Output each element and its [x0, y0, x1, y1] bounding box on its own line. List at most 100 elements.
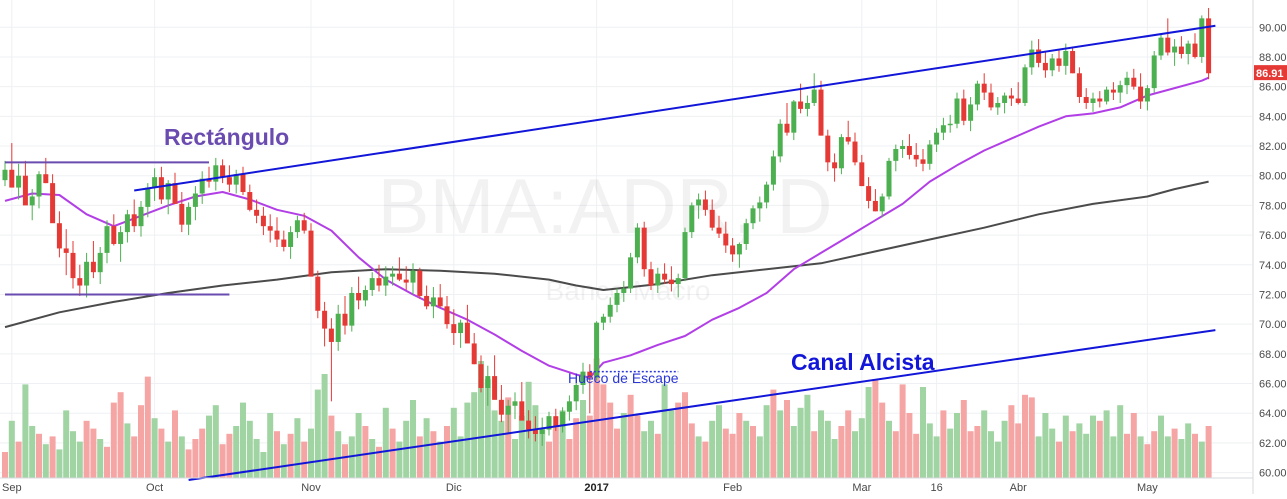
volume-bar: [736, 413, 743, 478]
time-tick-label: Mar: [852, 482, 871, 494]
volume-bar: [219, 444, 226, 478]
candle-body: [63, 248, 69, 253]
volume-bar: [274, 431, 280, 478]
candle: [505, 399, 511, 433]
price-axis[interactable]: 60.00 62.00 64.00 66.00 68.00 70.00 72.00 74.00…: [1252, 0, 1287, 494]
candle: [451, 309, 457, 345]
candle: [709, 199, 715, 231]
candle: [723, 221, 729, 253]
price-tick-label: 90.00: [1259, 22, 1287, 34]
volume-bar: [410, 400, 416, 478]
candle-body: [730, 245, 736, 255]
candle: [628, 252, 634, 293]
candle: [29, 189, 35, 221]
volume-bar: [389, 428, 396, 478]
volume-bar: [981, 410, 988, 478]
candle: [736, 242, 742, 268]
candle: [485, 365, 491, 406]
candle-body: [532, 429, 538, 434]
candle: [682, 227, 688, 282]
price-tick-label: 70.00: [1259, 319, 1287, 331]
candle-body: [145, 187, 151, 207]
candle-body: [213, 165, 219, 182]
candle-body: [70, 252, 76, 279]
candle: [376, 264, 382, 292]
candle-body: [1124, 77, 1130, 86]
volume-bar: [906, 413, 913, 478]
candle-body: [390, 273, 396, 277]
volume-bar: [280, 444, 287, 478]
volume-bar: [1130, 413, 1137, 478]
volume-bar: [729, 433, 736, 478]
volume-bar: [675, 402, 682, 478]
candle: [900, 140, 906, 158]
volume-bar: [287, 433, 294, 478]
candle: [328, 318, 334, 402]
candle: [383, 266, 389, 296]
candle: [1172, 39, 1178, 66]
volume-bar: [532, 405, 539, 478]
volume-bar: [777, 410, 784, 478]
candle: [267, 214, 273, 243]
price-tick-label: 74.00: [1259, 260, 1287, 272]
volume-bar: [1001, 420, 1008, 478]
volume-bar: [804, 394, 811, 478]
candle-body: [906, 146, 912, 155]
candle-body: [1022, 67, 1028, 103]
volume-bar: [586, 415, 593, 478]
volume-bar: [1008, 405, 1015, 478]
candle: [1049, 53, 1055, 77]
candle-body: [668, 279, 674, 285]
candle-body: [1036, 49, 1042, 63]
candle: [281, 230, 287, 252]
volume-bar: [1083, 433, 1090, 478]
candle: [1178, 36, 1184, 59]
candle-body: [886, 160, 892, 197]
candle-body: [131, 214, 137, 227]
volume-bar: [165, 441, 172, 478]
volume-bar: [131, 436, 138, 478]
candle: [471, 333, 477, 365]
candle-body: [492, 376, 498, 400]
candle: [84, 252, 90, 298]
volume-bar: [97, 439, 104, 478]
candle-body: [1110, 89, 1116, 93]
time-axis[interactable]: Sep Oct Nov Dic 2017 Feb Mar 16 Abr May: [0, 477, 1253, 494]
candle: [648, 261, 654, 290]
candle-body: [417, 270, 423, 296]
candle-body: [1151, 55, 1157, 89]
candle-body: [90, 261, 96, 273]
candle: [192, 186, 198, 221]
candle-body: [1056, 58, 1062, 66]
candle-body: [968, 104, 974, 121]
price-tick-label: 62.00: [1259, 438, 1287, 450]
candle-body: [798, 101, 804, 109]
candle-body: [56, 223, 62, 249]
candle: [430, 287, 436, 319]
candle-body: [852, 141, 858, 163]
volume-bar: [988, 431, 994, 478]
candle-body: [498, 399, 504, 415]
volume-bar: [559, 410, 566, 478]
volume-bar: [784, 400, 790, 478]
candle: [594, 321, 600, 381]
candle: [131, 199, 137, 233]
candle: [1022, 64, 1028, 106]
candle-body: [920, 159, 926, 164]
time-tick-label: Dic: [446, 482, 462, 494]
candle-body: [362, 290, 368, 301]
candle-body: [818, 89, 824, 136]
candle-body: [648, 269, 654, 286]
candle-body: [784, 123, 790, 133]
candle: [634, 223, 640, 264]
candle-body: [192, 193, 198, 207]
volume-bar: [56, 449, 63, 478]
ma-fast-line: [4, 76, 1210, 379]
candle: [641, 221, 647, 277]
candle-body: [1015, 98, 1021, 103]
candle: [981, 73, 987, 100]
candle: [1056, 49, 1062, 72]
candlesticks[interactable]: [2, 7, 1212, 446]
